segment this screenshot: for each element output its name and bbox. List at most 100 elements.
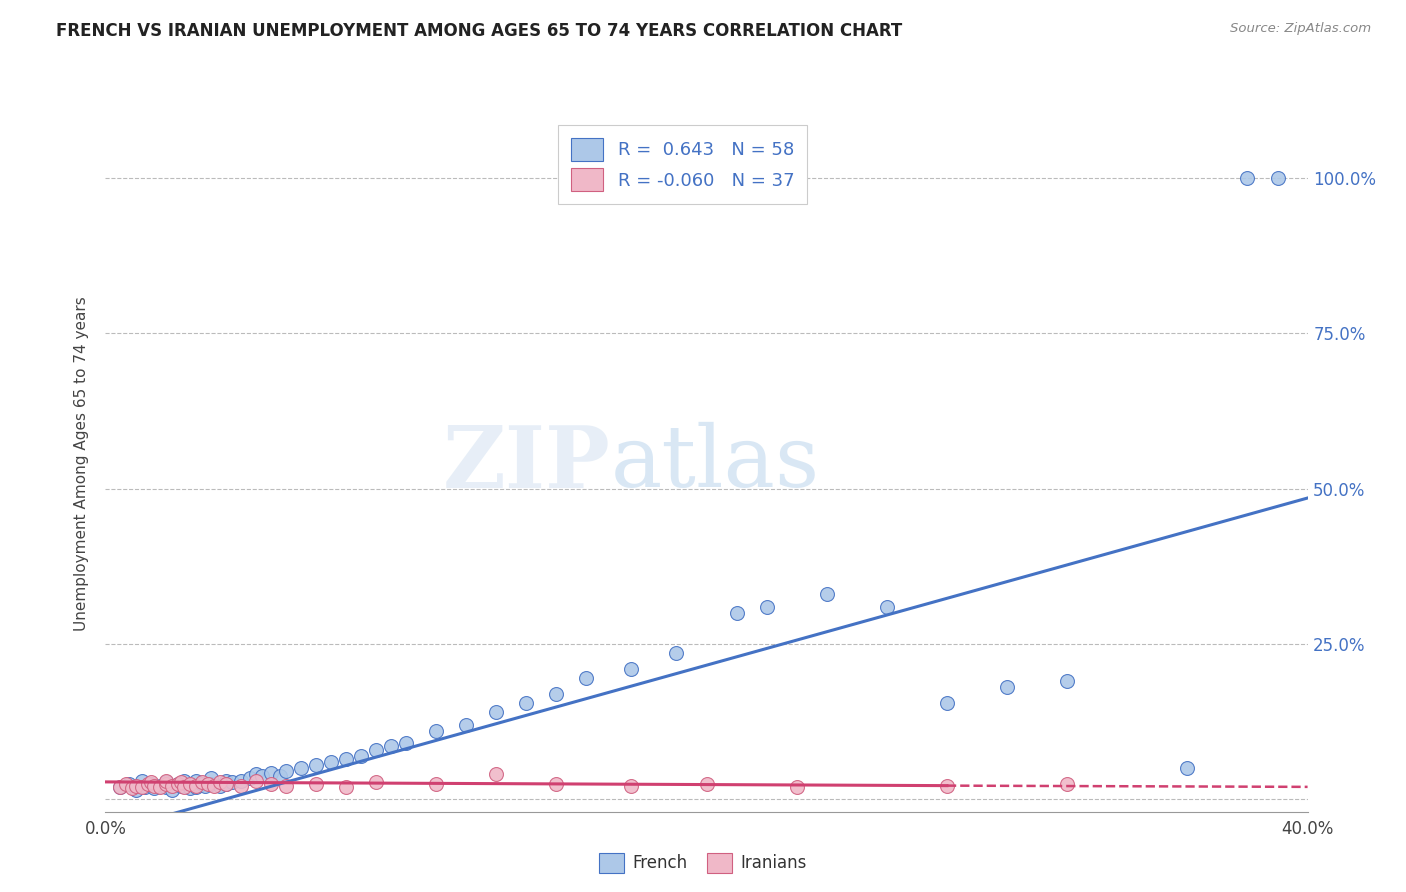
Point [380, 739, 402, 754]
Point [515, 696, 537, 710]
Point [546, 687, 568, 701]
Point [696, 777, 718, 791]
Point [136, 777, 159, 791]
Point [197, 777, 219, 791]
Point [454, 717, 477, 731]
Point [110, 780, 132, 794]
Point [620, 662, 643, 676]
Point [121, 781, 143, 796]
Point [214, 777, 236, 791]
Legend: R =  0.643   N = 58, R = -0.060   N = 37: R = 0.643 N = 58, R = -0.060 N = 37 [558, 125, 807, 204]
Point [148, 779, 170, 793]
Y-axis label: Unemployment Among Ages 65 to 74 years: Unemployment Among Ages 65 to 74 years [75, 296, 90, 632]
Point [160, 779, 183, 793]
Point [815, 587, 838, 601]
Point [208, 775, 231, 789]
Point [546, 777, 568, 791]
Point [142, 779, 165, 793]
Point [425, 777, 447, 791]
Point [169, 779, 191, 793]
Text: ZIP: ZIP [443, 422, 610, 506]
Point [725, 606, 748, 620]
Point [786, 780, 808, 794]
Point [620, 779, 643, 793]
Point [665, 646, 688, 660]
Point [1267, 171, 1289, 186]
Point [166, 777, 188, 791]
Point [274, 779, 297, 793]
Point [364, 775, 387, 789]
Point [350, 748, 373, 763]
Point [319, 755, 342, 769]
Point [131, 780, 153, 794]
Point [155, 777, 177, 791]
Point [155, 773, 177, 788]
Point [425, 723, 447, 738]
Point [115, 777, 138, 791]
Point [202, 779, 225, 793]
Point [139, 775, 162, 789]
Point [160, 783, 183, 797]
Point [142, 781, 165, 796]
Point [575, 671, 598, 685]
Point [155, 780, 177, 794]
Point [118, 777, 141, 791]
Point [260, 766, 283, 780]
Point [200, 771, 222, 785]
Point [190, 777, 212, 791]
Point [290, 761, 312, 775]
Point [194, 779, 217, 793]
Point [395, 736, 418, 750]
Point [1056, 777, 1078, 791]
Point [936, 779, 959, 793]
Point [485, 767, 508, 781]
Point [208, 779, 231, 793]
Point [1236, 171, 1258, 186]
Point [1175, 761, 1198, 775]
Point [364, 742, 387, 756]
Point [124, 779, 146, 793]
Legend: French, Iranians: French, Iranians [592, 847, 814, 880]
Point [1056, 674, 1078, 689]
Point [245, 773, 267, 788]
Point [155, 775, 177, 789]
Point [134, 780, 156, 794]
Point [485, 706, 508, 720]
Point [245, 767, 267, 781]
Point [124, 783, 146, 797]
Point [173, 780, 195, 794]
Point [335, 780, 357, 794]
Point [305, 777, 328, 791]
Point [190, 775, 212, 789]
Point [305, 758, 328, 772]
Point [239, 771, 262, 785]
Point [936, 696, 959, 710]
Point [876, 599, 898, 614]
Point [221, 775, 243, 789]
Text: Source: ZipAtlas.com: Source: ZipAtlas.com [1230, 22, 1371, 36]
Point [214, 773, 236, 788]
Point [184, 773, 207, 788]
Point [110, 780, 132, 794]
Point [184, 780, 207, 794]
Point [214, 777, 236, 791]
Point [229, 779, 252, 793]
Point [184, 779, 207, 793]
Point [274, 764, 297, 779]
Point [229, 773, 252, 788]
Text: atlas: atlas [610, 422, 820, 506]
Point [269, 769, 291, 783]
Point [260, 777, 283, 791]
Point [166, 777, 188, 791]
Point [131, 773, 153, 788]
Point [179, 781, 201, 796]
Point [335, 752, 357, 766]
Point [139, 777, 162, 791]
Point [995, 681, 1018, 695]
Text: FRENCH VS IRANIAN UNEMPLOYMENT AMONG AGES 65 TO 74 YEARS CORRELATION CHART: FRENCH VS IRANIAN UNEMPLOYMENT AMONG AGE… [56, 22, 903, 40]
Point [169, 775, 191, 789]
Point [200, 777, 222, 791]
Point [755, 599, 778, 614]
Point [250, 769, 273, 783]
Point [148, 780, 170, 794]
